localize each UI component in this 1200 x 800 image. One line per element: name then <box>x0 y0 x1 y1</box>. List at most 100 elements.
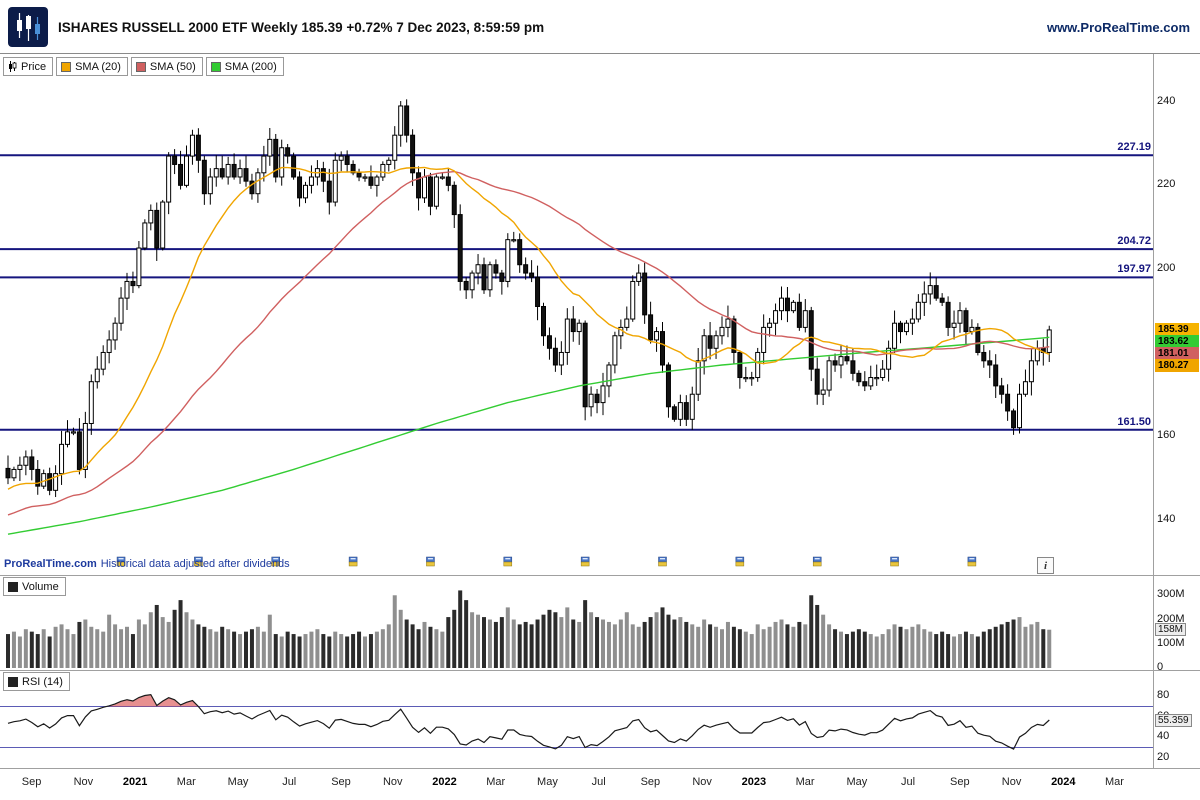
volume-bar <box>874 636 879 668</box>
volume-bar <box>862 631 867 668</box>
candle-body <box>665 364 671 408</box>
volume-bar <box>981 631 986 668</box>
volume-bar <box>791 626 796 668</box>
candle-body <box>303 184 308 199</box>
legend-volume[interactable]: Volume <box>3 577 66 596</box>
volume-bar <box>476 614 481 668</box>
volume-bar <box>125 626 129 668</box>
volume-bar <box>214 631 219 668</box>
volume-bar <box>666 614 671 668</box>
candle-body <box>124 280 130 299</box>
legend-sma20[interactable]: SMA (20) <box>56 57 128 76</box>
candle-body <box>523 264 529 274</box>
candle-body <box>671 406 677 420</box>
legend-sma50[interactable]: SMA (50) <box>130 57 203 76</box>
legend-rsi[interactable]: RSI (14) <box>3 672 70 691</box>
dividend-marker <box>271 561 280 567</box>
volume-bar <box>779 619 784 668</box>
volume-bar <box>202 626 207 668</box>
candle-body <box>1022 381 1028 395</box>
volume-bar <box>315 629 320 668</box>
volume-bar <box>428 626 433 668</box>
candle-body <box>1005 393 1011 412</box>
candle-body <box>106 339 112 353</box>
candle-body <box>59 443 65 475</box>
candle-body <box>529 272 535 278</box>
candle-body <box>642 272 648 316</box>
volume-bar <box>416 629 421 668</box>
candle-body <box>683 402 689 420</box>
volume-bar <box>446 617 451 668</box>
candle-body <box>237 168 243 178</box>
volume-bar <box>327 636 332 668</box>
volume-bar <box>690 624 695 668</box>
candle-body <box>921 293 927 303</box>
volume-bar <box>255 626 260 668</box>
candle-body <box>416 172 422 199</box>
candle-body <box>552 347 558 366</box>
candle-body <box>987 360 993 366</box>
volume-bar <box>196 624 201 668</box>
candle-body <box>838 356 844 366</box>
candle-body <box>94 368 100 383</box>
dividend-marker <box>582 558 588 560</box>
volume-bar <box>59 624 64 668</box>
volume-bar <box>904 629 909 668</box>
candle-body <box>35 468 41 487</box>
legend-price[interactable]: Price <box>3 57 54 76</box>
candle-body <box>154 209 160 249</box>
volume-bar <box>785 624 790 668</box>
candle-body <box>70 431 76 434</box>
volume-bar <box>487 619 492 668</box>
candle-body <box>802 310 808 328</box>
rsi-overbought-area <box>106 694 199 707</box>
website-link[interactable]: www.ProRealTime.com <box>1046 19 1190 35</box>
candle-body <box>475 264 481 274</box>
candle-body <box>53 473 59 491</box>
volume-bar <box>755 624 760 668</box>
legend-rsi-label: RSI (14) <box>22 675 63 688</box>
info-button[interactable]: i <box>1037 557 1054 574</box>
volume-bar <box>154 604 159 668</box>
candle-body <box>826 360 832 391</box>
candle-body <box>243 168 249 182</box>
volume-bar <box>856 629 861 668</box>
legend-sma200[interactable]: SMA (200) <box>205 57 284 76</box>
dividend-marker <box>967 556 977 563</box>
candle-body <box>189 134 195 157</box>
volume-bar <box>368 634 373 668</box>
candle-body <box>761 326 767 353</box>
candle-body <box>725 318 731 328</box>
candle-body <box>172 155 178 165</box>
volume-bar <box>220 626 225 668</box>
volume-bar <box>648 617 653 668</box>
volume-bar <box>731 626 736 668</box>
watermark: ProRealTime.com Historical data adjusted … <box>4 558 290 570</box>
volume-bar <box>71 634 76 668</box>
volume-bar <box>1047 629 1052 668</box>
candle-body <box>624 318 630 328</box>
volume-bar <box>232 631 237 668</box>
candle-body <box>1028 360 1034 383</box>
watermark-brand: ProRealTime.com <box>4 558 97 570</box>
candle-body <box>463 280 469 291</box>
volume-bar <box>547 609 552 668</box>
candle-body <box>368 176 374 186</box>
volume-bar <box>797 621 802 668</box>
candle-body <box>707 335 713 349</box>
sma200-line <box>7 336 1050 535</box>
volume-bar <box>23 629 28 668</box>
candle-body <box>279 147 285 178</box>
candle-body <box>344 155 350 165</box>
candle-body <box>814 368 820 395</box>
volume-bar <box>642 621 647 668</box>
volume-bar <box>910 626 915 668</box>
candle-body <box>600 385 606 404</box>
legend-sma200-label: SMA (200) <box>224 60 277 73</box>
candle-body <box>398 105 404 136</box>
candle-body <box>945 301 951 328</box>
candle-body <box>112 322 118 341</box>
volume-bar <box>482 617 486 668</box>
